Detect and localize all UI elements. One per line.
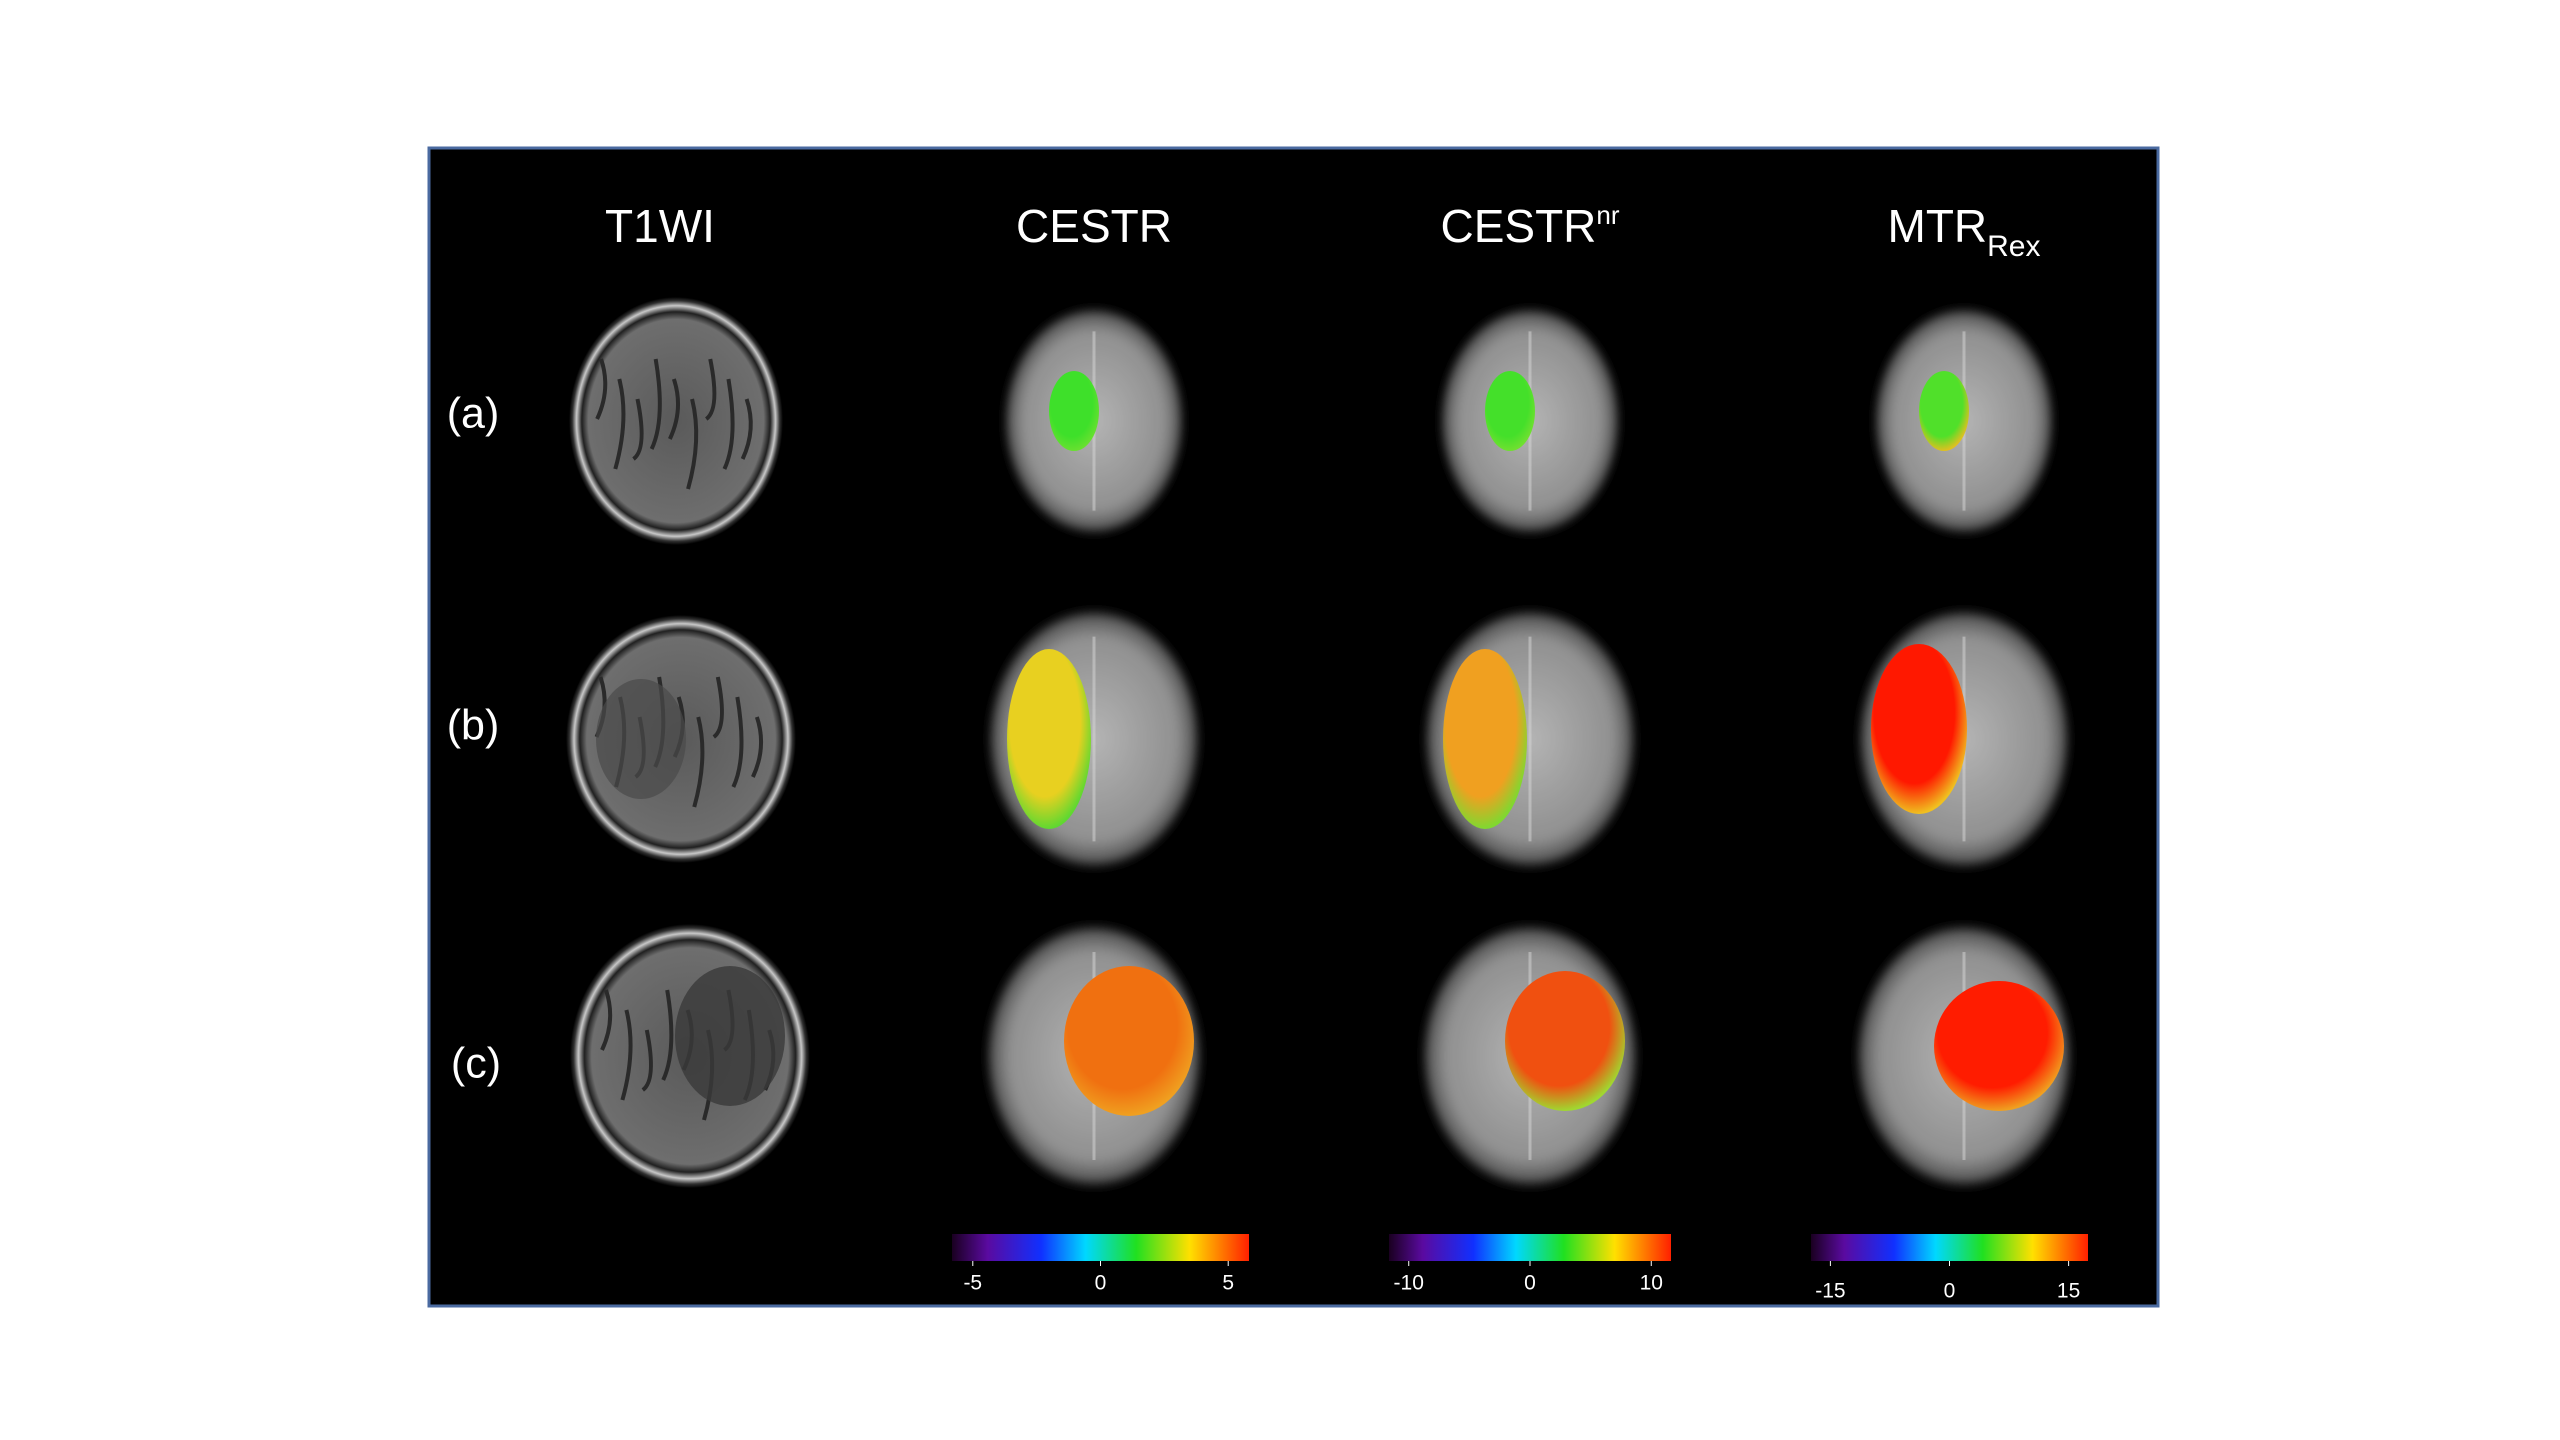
t1-lesion bbox=[675, 966, 785, 1106]
column-header: T1WI bbox=[605, 200, 715, 252]
tumour-overlay bbox=[1871, 644, 1967, 814]
sulcus bbox=[600, 989, 613, 1051]
sulcus bbox=[731, 696, 744, 788]
tumour-overlay bbox=[1919, 371, 1969, 451]
header-text: MTR bbox=[1888, 200, 1988, 252]
tumour-overlay bbox=[1934, 981, 2064, 1111]
colorbar-tick-label: 0 bbox=[1944, 1280, 1956, 1303]
tumour-overlay bbox=[1007, 649, 1091, 829]
sulcus bbox=[692, 716, 705, 808]
sulcus bbox=[712, 676, 724, 739]
sulcus bbox=[641, 1029, 653, 1092]
tumour-overlay bbox=[1049, 371, 1099, 451]
t1-lesion bbox=[596, 679, 686, 799]
column-header: CESTRnr bbox=[1440, 200, 1619, 252]
sulcus bbox=[722, 378, 735, 470]
row-label: (c) bbox=[451, 1039, 501, 1087]
sulcus bbox=[740, 398, 753, 460]
content: T1WI CESTR CESTRnr MTRRex(a)(b)(c)-5 0 5 -10 0 1… bbox=[447, 200, 2088, 1303]
sulcus bbox=[704, 358, 717, 421]
colorbar-tick-label: 15 bbox=[2057, 1280, 2080, 1303]
sulcus bbox=[595, 358, 608, 420]
sulcus bbox=[668, 378, 680, 440]
header-text: CESTR bbox=[1440, 200, 1596, 252]
colorbar-tick-label: -5 bbox=[963, 1272, 982, 1295]
header-text: CESTR bbox=[1016, 200, 1172, 252]
colorbar-tick-label: -10 bbox=[1394, 1272, 1424, 1295]
row-label: (b) bbox=[447, 701, 500, 749]
sulcus bbox=[649, 358, 662, 450]
tumour-overlay bbox=[1064, 966, 1194, 1116]
sulcus bbox=[613, 378, 626, 470]
row-label: (a) bbox=[447, 389, 500, 437]
colorbar-tick-label: -15 bbox=[1815, 1280, 1845, 1303]
sulcus bbox=[620, 1009, 633, 1101]
colorbar bbox=[952, 1234, 1249, 1261]
sulcus bbox=[661, 989, 674, 1081]
sulcus bbox=[751, 716, 764, 778]
tumour-overlay bbox=[1485, 371, 1535, 451]
colorbar bbox=[1389, 1234, 1671, 1261]
sulcus bbox=[686, 398, 699, 490]
colorbar-tick-label: 0 bbox=[1095, 1272, 1107, 1295]
column-header: MTRRex bbox=[1888, 200, 2041, 263]
colorbar-tick-label: 10 bbox=[1640, 1272, 1663, 1295]
header-text: T1WI bbox=[605, 200, 715, 252]
colorbar-tick-label: 0 bbox=[1524, 1272, 1536, 1295]
sulcus bbox=[632, 398, 644, 461]
colorbar-tick-label: 5 bbox=[1222, 1272, 1234, 1295]
header-subscript: Rex bbox=[1987, 230, 2040, 263]
column-header: CESTR bbox=[1016, 200, 1172, 252]
header-superscript: nr bbox=[1596, 200, 1619, 230]
colorbar bbox=[1811, 1234, 2088, 1261]
tumour-overlay bbox=[1505, 971, 1625, 1111]
tumour-overlay bbox=[1443, 649, 1527, 829]
